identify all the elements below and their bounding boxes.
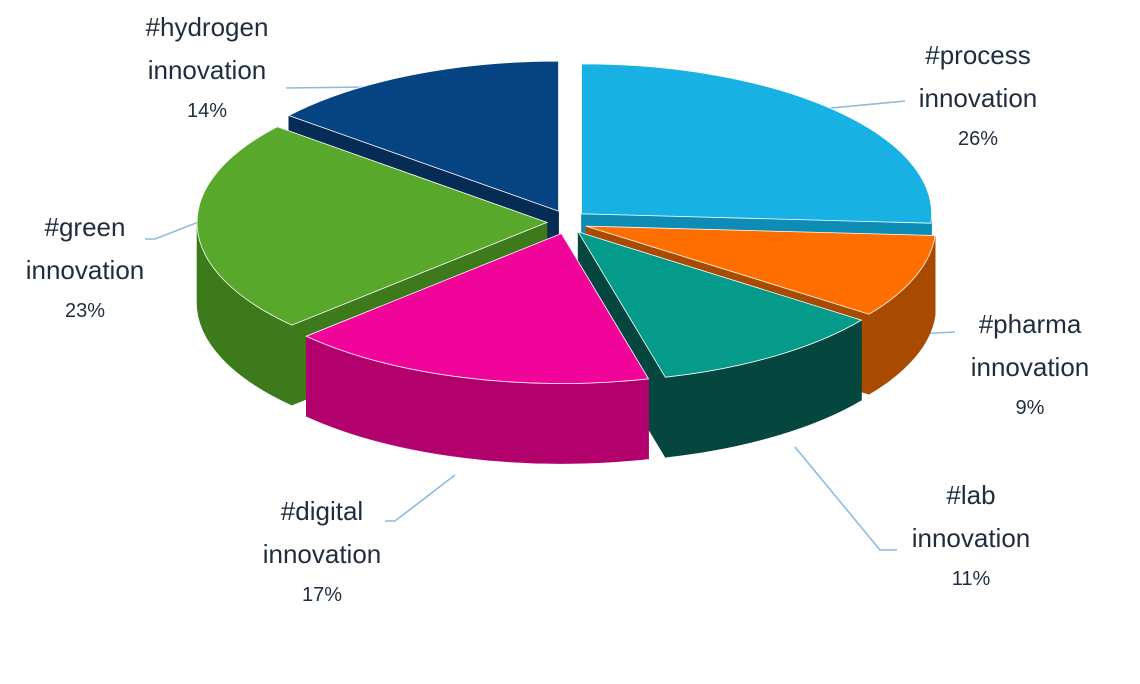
label-name-line: innovation [25, 255, 145, 285]
label-name-line: #hydrogen [145, 12, 269, 42]
slice-green-innovation [196, 126, 549, 326]
label-percent: 9% [1015, 397, 1045, 419]
label-percent: 17% [301, 584, 343, 606]
label-percent: 26% [957, 128, 999, 150]
label-pharma-innovation: #pharma innovation 9% [920, 303, 1140, 427]
label-hydrogen-innovation: #hydrogen innovation 14% [97, 6, 317, 130]
label-green-innovation: #green innovation 23% [0, 206, 170, 330]
label-lab-innovation: #lab innovation 11% [861, 474, 1081, 598]
label-percent: 14% [186, 100, 228, 122]
label-percent: 11% [951, 568, 991, 590]
slice-lab-innovation [577, 231, 863, 378]
label-name-line: innovation [918, 83, 1038, 113]
label-digital-innovation: #digital innovation 17% [212, 490, 432, 614]
pie-slices [196, 60, 936, 464]
label-name-line: #lab [946, 480, 996, 510]
slice-digital-innovation [305, 233, 650, 384]
label-name-line: innovation [970, 352, 1090, 382]
slice-hydrogen-innovation [287, 60, 559, 212]
label-name-line: innovation [911, 523, 1031, 553]
label-name-line: innovation [147, 55, 267, 85]
label-name-line: #process [925, 40, 1031, 70]
label-process-innovation: #process innovation 26% [868, 34, 1088, 158]
label-name-line: #pharma [978, 309, 1082, 339]
label-percent: 23% [64, 300, 106, 322]
leader-line [385, 474, 456, 522]
label-name-line: #digital [280, 496, 364, 526]
slice-pharma-innovation [585, 225, 936, 315]
label-name-line: #green [44, 212, 126, 242]
leader-line [794, 446, 897, 551]
slice-process-innovation [581, 63, 932, 224]
label-name-line: innovation [262, 539, 382, 569]
